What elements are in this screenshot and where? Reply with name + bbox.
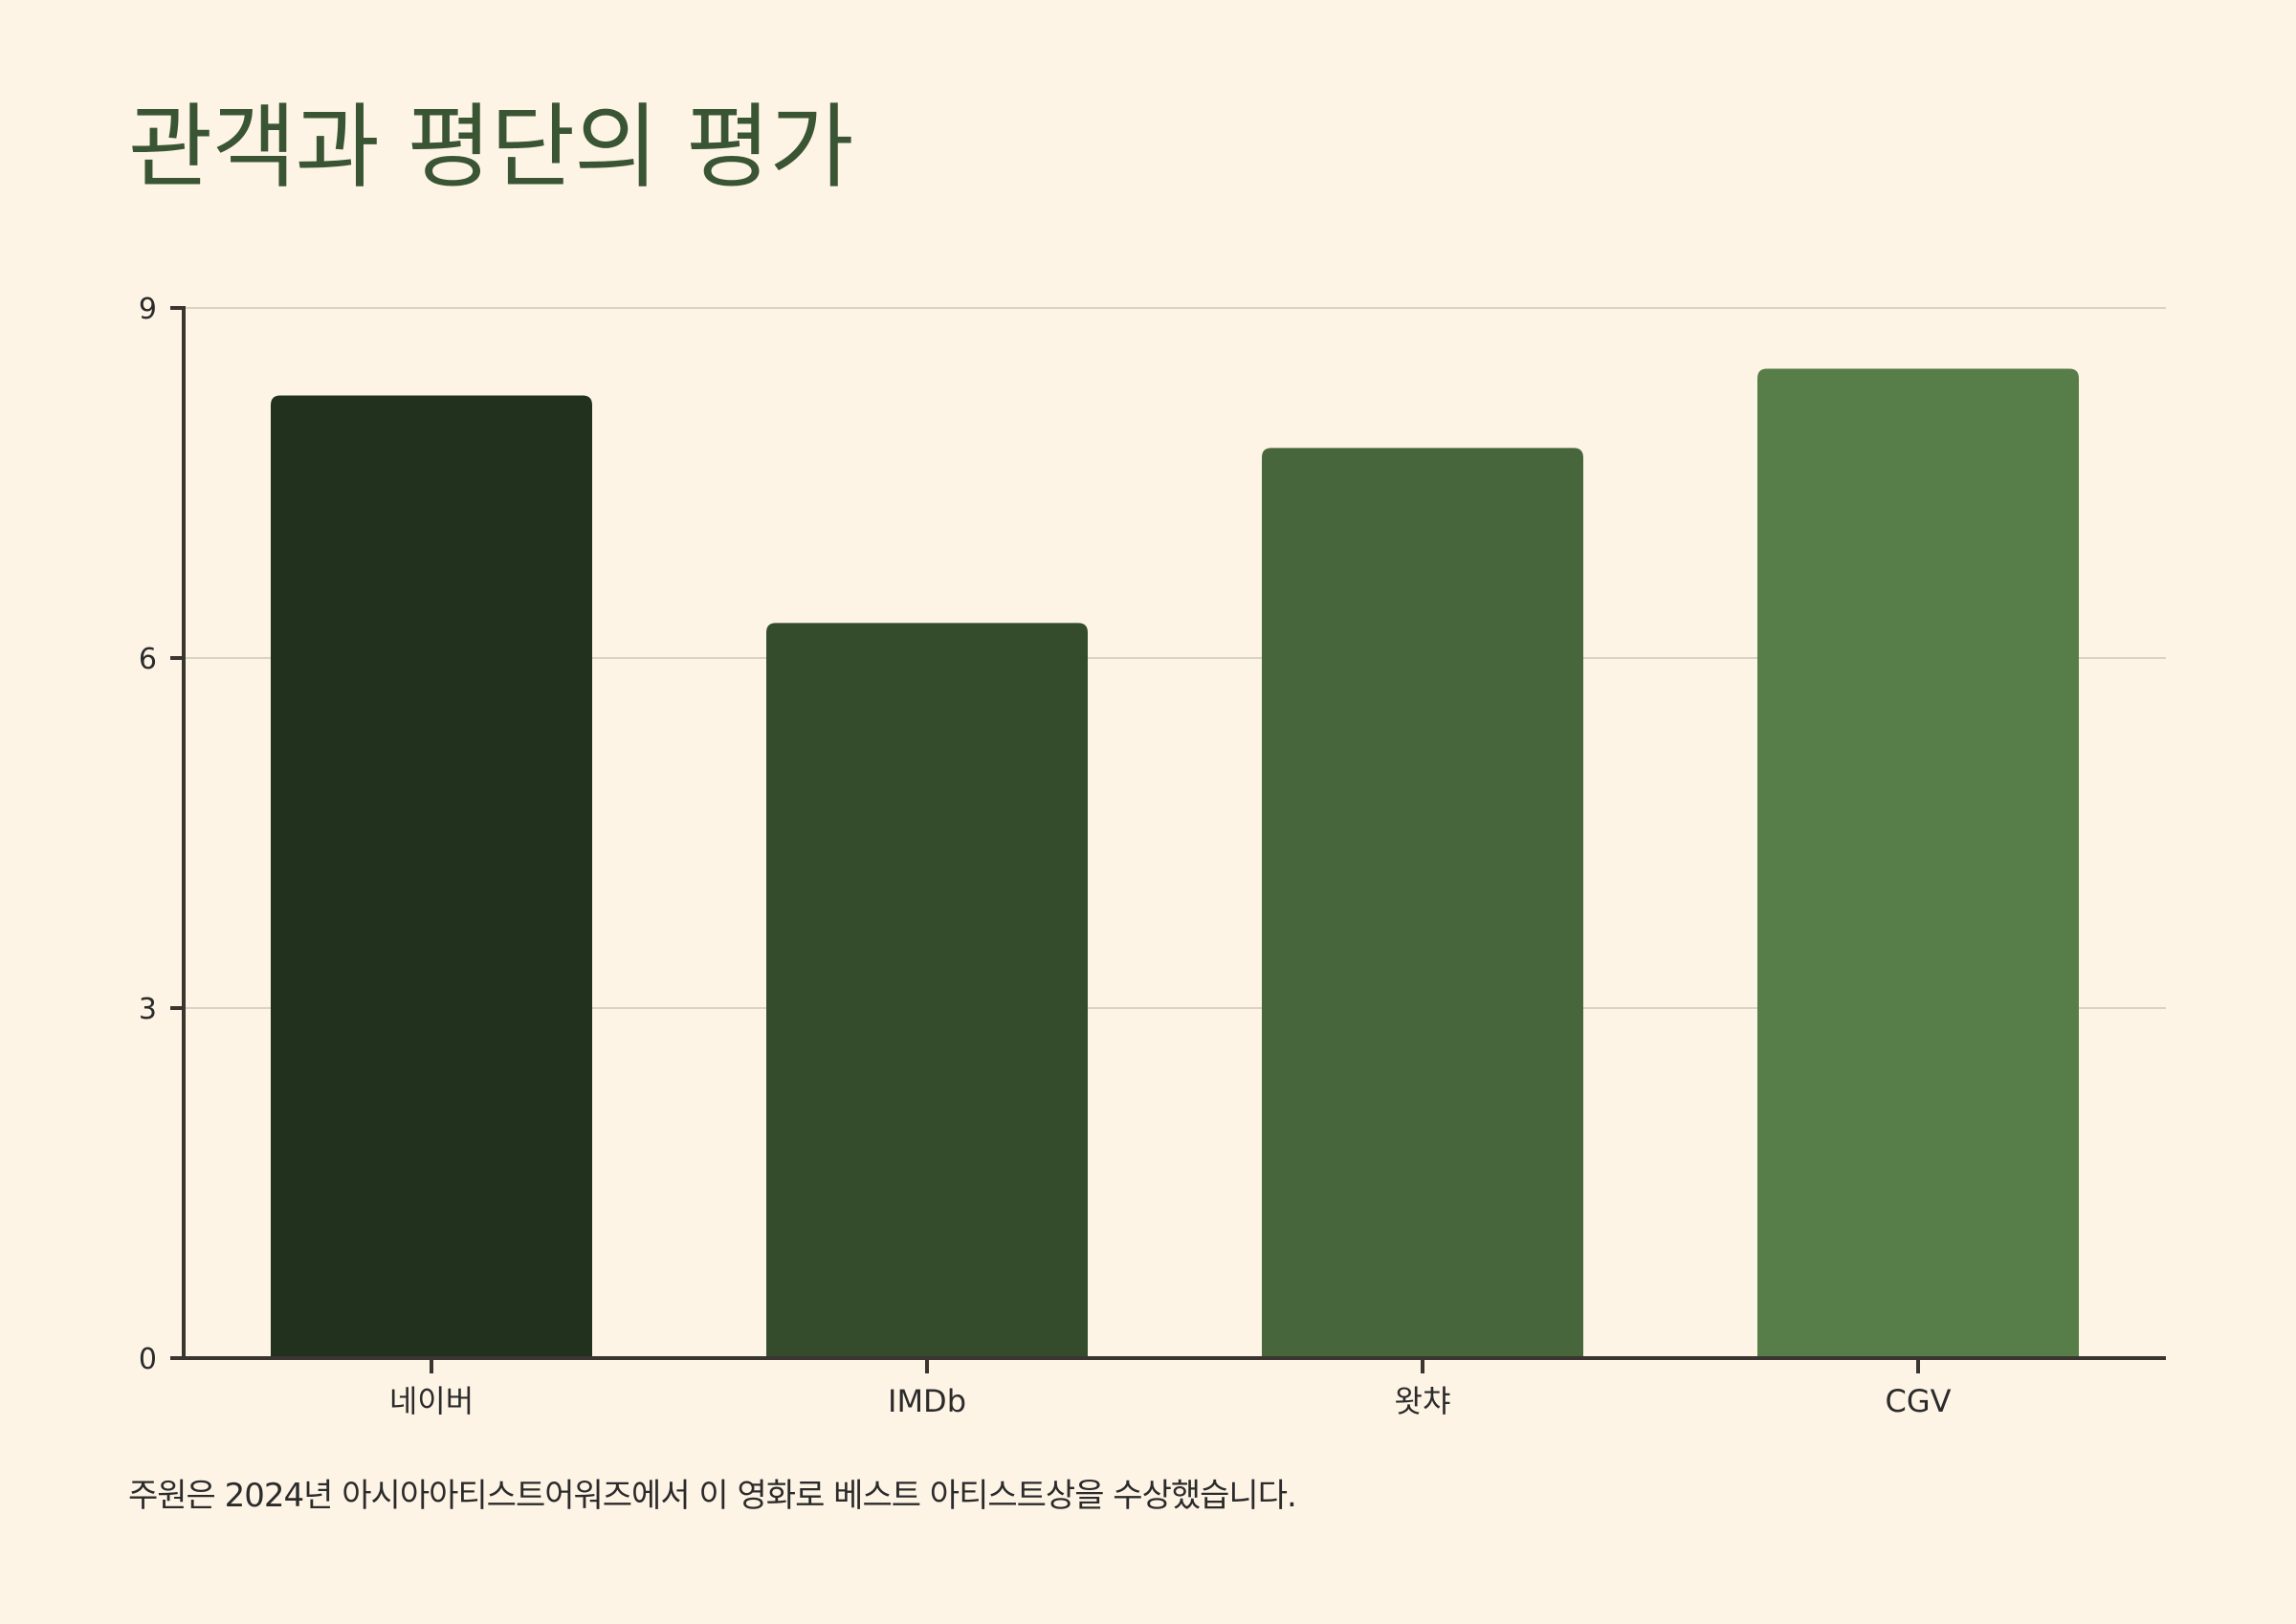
x-tick-label: CGV bbox=[1885, 1383, 1951, 1419]
x-tick-label: 네이버 bbox=[389, 1383, 474, 1419]
bar-3 bbox=[1262, 448, 1583, 1358]
y-tick-label: 6 bbox=[139, 643, 157, 676]
bar-2 bbox=[766, 623, 1088, 1358]
tick-labels: 0 3 6 9 네이버 IMDb 왓챠 CGV bbox=[139, 293, 1952, 1419]
bar-1 bbox=[271, 395, 592, 1358]
axes bbox=[170, 306, 2166, 1373]
bars bbox=[271, 368, 2079, 1359]
x-tick-label: 왓챠 bbox=[1395, 1383, 1451, 1419]
y-tick-label: 0 bbox=[139, 1343, 157, 1376]
bar-4 bbox=[1757, 368, 2079, 1359]
footnote: 주원은 2024년 아시아아티스트어워즈에서 이 영화로 베스트 아티스트상을 … bbox=[128, 1477, 1297, 1515]
x-tick-label: IMDb bbox=[888, 1383, 966, 1419]
y-tick-label: 3 bbox=[139, 993, 157, 1026]
chart-title: 관객과 평단의 평가 bbox=[128, 94, 854, 201]
y-tick-label: 9 bbox=[139, 293, 157, 326]
